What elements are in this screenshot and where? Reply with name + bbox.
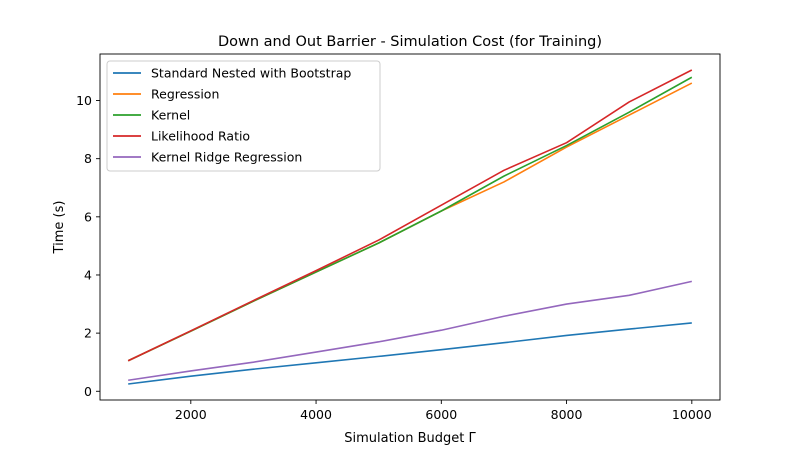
series-line-4 bbox=[127, 69, 693, 362]
x-tick-label: 8000 bbox=[551, 407, 583, 422]
y-tick-label: 8 bbox=[84, 151, 92, 166]
legend-label-2: Regression bbox=[151, 87, 219, 102]
y-axis-label: Time (s) bbox=[52, 201, 67, 255]
y-tick-label: 0 bbox=[84, 384, 92, 399]
x-axis-label: Simulation Budget Γ bbox=[344, 431, 476, 446]
series-line-5 bbox=[128, 280, 692, 382]
x-axis: 2000 4000 6000 8000 10000 bbox=[175, 400, 712, 422]
y-tick-label: 2 bbox=[84, 326, 92, 341]
x-tick-label: 4000 bbox=[300, 407, 332, 422]
y-axis: 0 2 4 6 8 10 bbox=[76, 93, 100, 399]
chart-title: Down and Out Barrier - Simulation Cost (… bbox=[218, 34, 602, 50]
x-tick-label: 10000 bbox=[672, 407, 712, 422]
y-tick-label: 10 bbox=[76, 93, 92, 108]
x-tick-label: 2000 bbox=[175, 407, 207, 422]
y-tick-label: 4 bbox=[84, 267, 92, 282]
legend-label-5: Kernel Ridge Regression bbox=[151, 150, 302, 165]
legend-label-4: Likelihood Ratio bbox=[151, 129, 250, 144]
legend: Standard Nested with Bootstrap Regression… bbox=[106, 60, 381, 172]
axes-frame bbox=[99, 53, 721, 401]
x-tick-label: 6000 bbox=[425, 407, 457, 422]
legend-box bbox=[106, 60, 381, 172]
plot-area bbox=[99, 53, 721, 401]
y-tick-label: 6 bbox=[84, 209, 92, 224]
legend-label-3: Kernel bbox=[151, 108, 190, 123]
series-line-1 bbox=[128, 322, 692, 385]
legend-label-1: Standard Nested with Bootstrap bbox=[151, 66, 351, 81]
